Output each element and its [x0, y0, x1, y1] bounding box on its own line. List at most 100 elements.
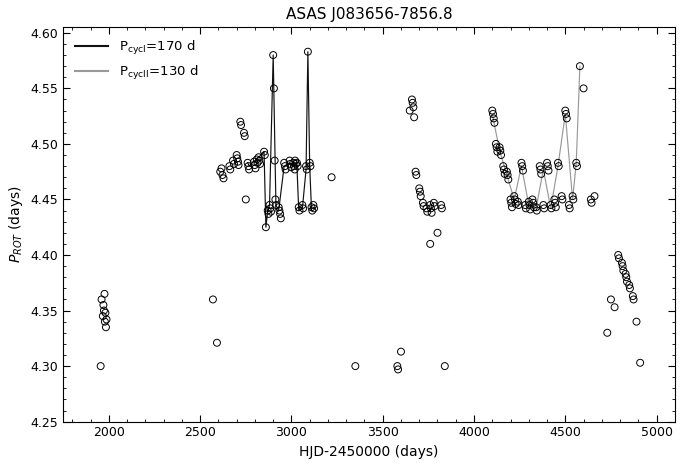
Point — [631, 318, 642, 325]
Point — [297, 201, 308, 209]
Point — [240, 196, 251, 203]
Point — [309, 205, 320, 212]
Point — [254, 160, 265, 168]
Point — [228, 157, 239, 164]
Point — [284, 157, 295, 164]
Y-axis label: $P_{ROT}$ (days): $P_{ROT}$ (days) — [7, 185, 25, 263]
Point — [557, 192, 567, 200]
Point — [499, 170, 510, 178]
Point — [418, 202, 429, 210]
Point — [415, 188, 426, 195]
Point — [561, 110, 572, 117]
Point — [621, 278, 632, 285]
Point — [621, 274, 632, 281]
Point — [254, 157, 265, 164]
Point — [429, 202, 440, 210]
Point — [225, 166, 236, 173]
Point — [302, 48, 313, 55]
Point — [231, 151, 242, 159]
Point — [301, 166, 312, 173]
Point — [507, 204, 518, 211]
Point — [543, 167, 554, 174]
Point — [516, 159, 527, 166]
Point — [625, 285, 636, 292]
Point — [288, 163, 299, 170]
Point — [96, 296, 107, 303]
Point — [407, 99, 418, 107]
Point — [288, 159, 299, 166]
Point — [512, 198, 523, 206]
Point — [242, 159, 253, 166]
Point — [552, 159, 563, 166]
Point — [542, 159, 552, 166]
Point — [549, 196, 560, 203]
Point — [614, 254, 625, 262]
Point — [560, 107, 571, 114]
Point — [307, 207, 318, 214]
Point — [269, 85, 280, 92]
X-axis label: HJD-2450000 (days): HJD-2450000 (days) — [299, 445, 439, 459]
Point — [523, 198, 534, 206]
Point — [538, 201, 549, 209]
Point — [243, 166, 254, 173]
Point — [215, 168, 226, 175]
Point — [252, 159, 263, 166]
Point — [505, 196, 516, 203]
Point — [228, 160, 239, 168]
Point — [291, 159, 302, 166]
Point — [628, 296, 639, 303]
Point — [606, 296, 617, 303]
Point — [95, 363, 106, 370]
Point — [239, 129, 250, 137]
Point — [258, 148, 269, 156]
Point — [273, 204, 284, 211]
Point — [216, 164, 227, 172]
Point — [499, 166, 509, 173]
Point — [613, 251, 624, 259]
Point — [421, 205, 432, 212]
Point — [411, 171, 421, 179]
Point — [617, 262, 628, 270]
Point — [261, 224, 271, 231]
Point — [518, 167, 529, 174]
Point — [624, 281, 635, 289]
Point — [294, 207, 305, 214]
Point — [239, 132, 250, 140]
Point — [618, 267, 629, 274]
Point — [439, 363, 450, 370]
Point — [275, 210, 286, 218]
Point — [510, 200, 521, 208]
Legend: P$_{\mathregular{cycI}}$=170 d, P$_{\mathregular{cycII}}$=130 d: P$_{\mathregular{cycI}}$=170 d, P$_{\mat… — [70, 34, 203, 87]
Point — [550, 204, 561, 211]
Point — [292, 163, 303, 170]
Point — [426, 205, 436, 212]
Point — [286, 164, 297, 171]
Point — [635, 359, 646, 366]
Point — [432, 229, 443, 237]
Point — [426, 209, 437, 217]
Point — [265, 208, 276, 215]
Point — [410, 168, 421, 175]
Point — [617, 259, 627, 267]
Point — [563, 201, 574, 209]
Point — [571, 159, 582, 166]
Point — [101, 315, 112, 323]
Point — [232, 155, 243, 162]
Point — [406, 96, 417, 103]
Point — [422, 208, 433, 215]
Point — [285, 160, 296, 168]
Point — [517, 163, 528, 170]
Point — [488, 115, 499, 122]
Point — [574, 62, 585, 70]
Point — [502, 171, 513, 179]
Point — [271, 201, 282, 209]
Point — [280, 166, 291, 173]
Point — [495, 147, 506, 154]
Point — [513, 201, 524, 209]
Point — [393, 366, 404, 373]
Point — [589, 192, 600, 200]
Point — [217, 171, 228, 179]
Point — [528, 199, 539, 206]
Point — [243, 163, 254, 170]
Point — [561, 115, 572, 122]
